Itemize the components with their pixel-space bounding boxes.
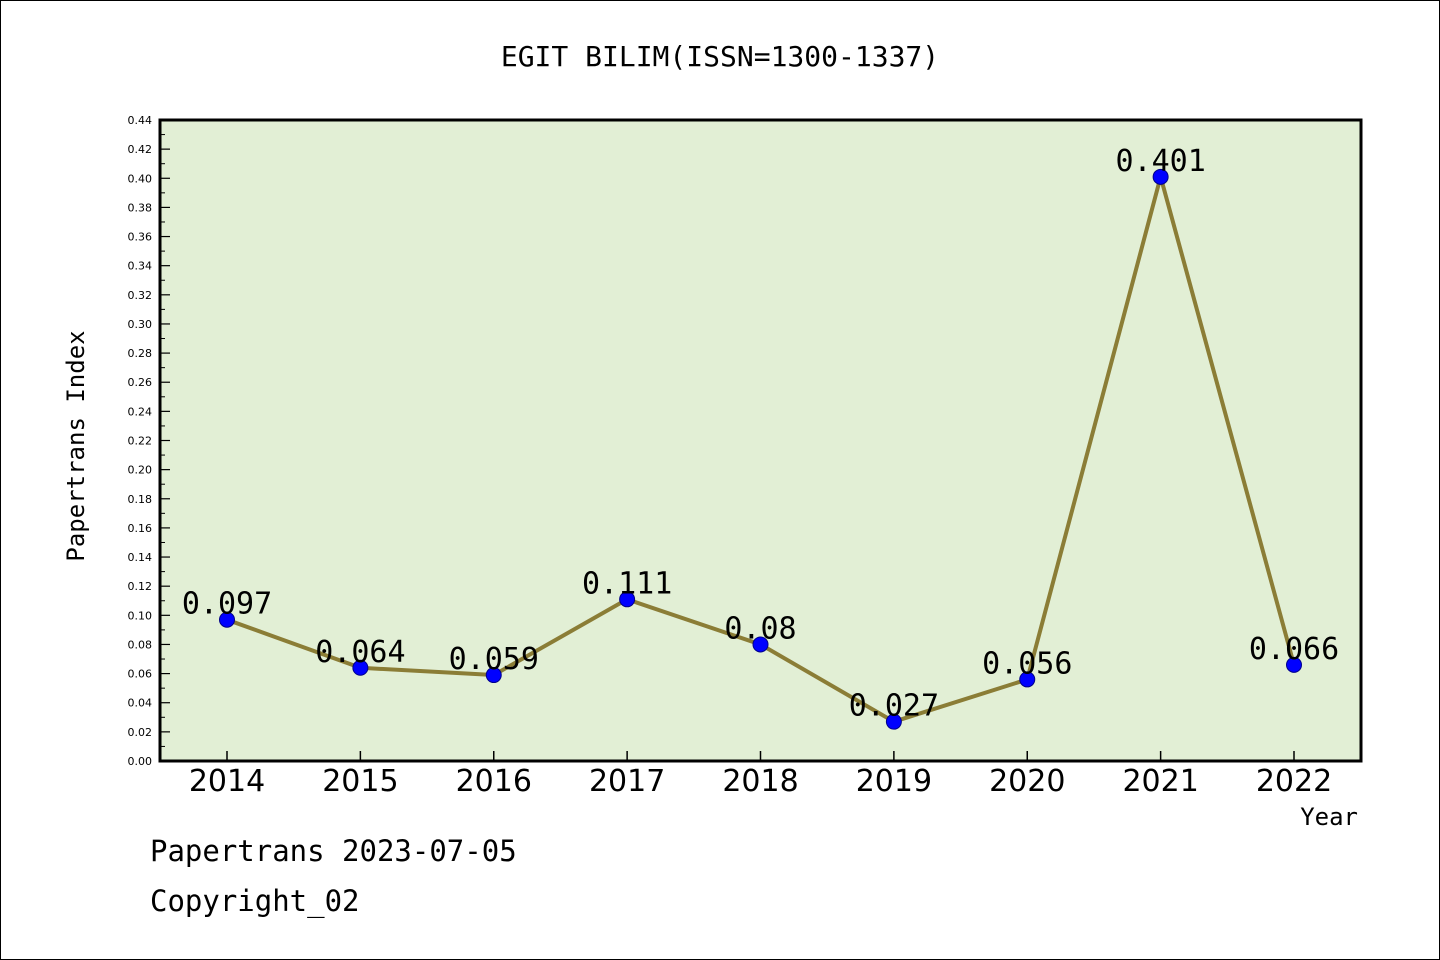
y-tick-label: 0.30 <box>128 318 153 331</box>
data-label: 0.056 <box>982 646 1072 681</box>
y-tick-label: 0.22 <box>128 435 153 448</box>
x-tick-label: 2022 <box>1256 764 1332 799</box>
y-tick-label: 0.14 <box>128 551 153 564</box>
data-labels: 0.097 0.064 0.059 0.111 0.08 0.027 0.056 0.401 0… <box>182 144 1339 724</box>
x-axis-label: Year <box>1300 803 1358 831</box>
plot-area <box>158 118 1363 763</box>
y-tick-label: 0.34 <box>128 260 153 273</box>
data-point <box>1019 671 1036 688</box>
x-tick-label: 2018 <box>722 764 798 799</box>
data-point <box>752 636 769 653</box>
y-axis: 0.00 0.02 0.04 0.06 0.08 0.10 0.12 0.14 0.16 0.18… <box>128 114 170 768</box>
chart-title: EGIT BILIM(ISSN=1300-1337) <box>501 40 939 73</box>
x-tick-label: 2020 <box>989 764 1065 799</box>
y-tick-label: 0.12 <box>128 580 153 593</box>
data-point <box>619 591 636 608</box>
y-tick-label: 0.26 <box>128 376 153 389</box>
y-tick-label: 0.20 <box>128 464 153 477</box>
y-tick-label: 0.36 <box>128 231 153 244</box>
y-tick-label: 0.16 <box>128 522 153 535</box>
x-tick-label: 2021 <box>1122 764 1198 799</box>
y-tick-label: 0.28 <box>128 347 153 360</box>
x-axis: 2014 2015 2016 2017 2018 2019 2020 2021 2022 <box>189 751 1332 799</box>
x-tick-label: 2017 <box>589 764 665 799</box>
data-point <box>1152 168 1169 185</box>
x-tick-label: 2014 <box>189 764 265 799</box>
y-axis-label: Papertrans Index <box>62 330 90 561</box>
x-tick-label: 2019 <box>856 764 932 799</box>
y-tick-label: 0.18 <box>128 493 153 506</box>
y-tick-label: 0.44 <box>128 114 153 127</box>
data-label: 0.097 <box>182 587 272 622</box>
y-tick-label: 0.40 <box>128 172 153 185</box>
data-point <box>885 713 902 730</box>
data-label: 0.401 <box>1115 144 1205 179</box>
y-tick-label: 0.24 <box>128 405 153 418</box>
y-tick-label: 0.10 <box>128 609 153 622</box>
data-label: 0.111 <box>582 566 672 601</box>
x-tick-label: 2015 <box>322 764 398 799</box>
y-tick-label: 0.04 <box>128 697 153 710</box>
data-label: 0.059 <box>449 642 539 677</box>
data-label: 0.064 <box>315 635 405 670</box>
data-label: 0.066 <box>1249 632 1339 667</box>
y-tick-label: 0.00 <box>128 755 153 768</box>
data-label: 0.08 <box>724 611 796 646</box>
data-point <box>219 611 235 628</box>
y-tick-label: 0.02 <box>128 726 153 739</box>
footer-copyright: Copyright_02 <box>150 884 360 918</box>
footer-date: Papertrans 2023-07-05 <box>150 834 517 868</box>
y-tick-label: 0.42 <box>128 143 153 156</box>
y-tick-label: 0.08 <box>128 638 153 651</box>
y-tick-label: 0.06 <box>128 668 153 681</box>
x-tick-label: 2016 <box>456 764 532 799</box>
data-point <box>1286 656 1302 673</box>
y-tick-label: 0.32 <box>128 289 153 302</box>
data-label: 0.027 <box>849 689 939 724</box>
data-point <box>352 659 369 676</box>
series-markers <box>219 168 1302 730</box>
data-point <box>485 667 502 684</box>
y-tick-label: 0.38 <box>128 201 153 214</box>
